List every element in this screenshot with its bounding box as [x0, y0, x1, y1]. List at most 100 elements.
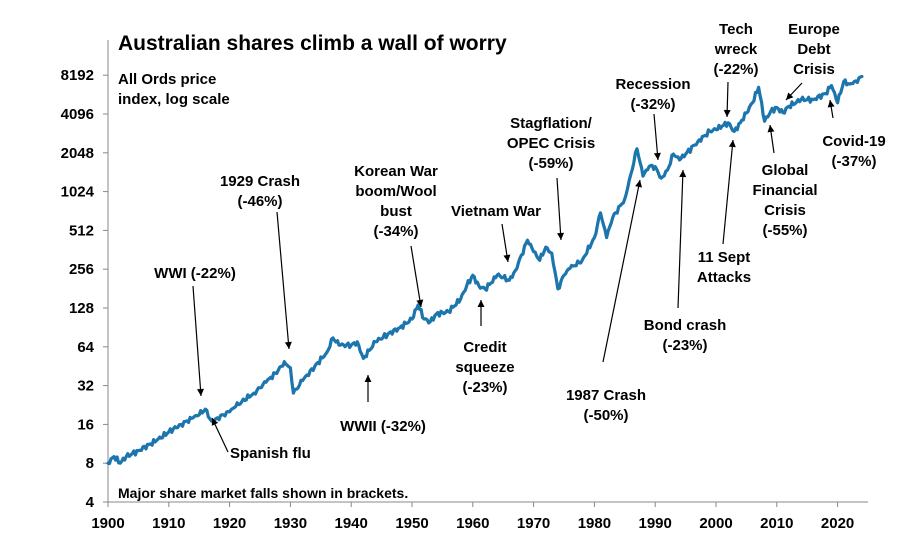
- chart-subtitle-line-1: All Ords price: [118, 71, 216, 88]
- annotation-arrow: [653, 113, 659, 161]
- annotation-arrowhead: [503, 254, 511, 262]
- annotation-label: Spanish flu: [230, 445, 311, 462]
- annotation-arrow: [192, 285, 202, 397]
- annotation-label: Vietnam War: [451, 203, 541, 220]
- y-tick-label: 16: [77, 416, 94, 433]
- y-tick-label: 2048: [61, 145, 94, 162]
- annotation-label: Korean War boom/Wool bust (-34%): [354, 163, 438, 240]
- tick-labels: 4 8 16 32 64 128 256 512 1024 2048 4096 8192 1900 191…: [61, 67, 855, 532]
- annotation-label-line: (-23%): [662, 337, 707, 354]
- annotation: Covid-19 (-37%): [822, 99, 886, 170]
- annotation-label-line: Covid-19: [822, 133, 885, 150]
- annotation-label-line: Crisis: [793, 61, 835, 78]
- annotation-label-line: Tech: [719, 21, 753, 38]
- annotation-arrow: [556, 177, 562, 241]
- annotation-label-line: (-23%): [462, 379, 507, 396]
- series-line: [106, 74, 864, 466]
- x-tick-label: 1970: [517, 515, 550, 532]
- annotation: Stagflation/OPEC Crisis (-59%): [507, 115, 595, 241]
- annotation-arrowhead: [653, 152, 661, 160]
- chart-subtitle-line-2: index, log scale: [118, 91, 230, 108]
- annotation-label-line: Vietnam War: [451, 203, 541, 220]
- annotation-arrow: [602, 179, 641, 363]
- y-tick-label: 256: [69, 261, 94, 278]
- x-tick-label: 1990: [639, 515, 672, 532]
- annotation-arrowhead: [679, 170, 687, 178]
- series: [106, 74, 864, 466]
- annotation: 1929 Crash (-46%): [220, 173, 300, 350]
- annotation-arrowhead: [211, 418, 219, 426]
- annotation: Bond crash (-23%): [644, 169, 727, 354]
- annotation: Europe Debt Crisis: [785, 21, 840, 101]
- x-tick-label: 1960: [456, 515, 489, 532]
- x-tick-label: 2020: [821, 515, 854, 532]
- annotation-label: Recession (-32%): [615, 76, 690, 113]
- y-tick-label: 64: [77, 339, 94, 356]
- annotation: 11 Sept Attacks: [697, 139, 751, 286]
- x-tick-label: 1980: [578, 515, 611, 532]
- annotation-arrowhead: [416, 299, 424, 307]
- annotation-label-line: Europe: [788, 21, 840, 38]
- annotation-label-line: OPEC Crisis: [507, 135, 595, 152]
- annotation-label-line: Crisis: [764, 202, 806, 219]
- headings: Australian shares climb a wall of worry …: [118, 32, 507, 501]
- y-tick-label: 8192: [61, 67, 94, 84]
- annotation: Vietnam War: [451, 203, 541, 263]
- y-tick-label: 4096: [61, 106, 94, 123]
- annotation-label-line: Spanish flu: [230, 445, 311, 462]
- annotation-label-line: squeeze: [455, 359, 514, 376]
- annotation-arrowhead: [284, 341, 292, 349]
- annotation-arrow: [276, 211, 290, 350]
- annotation-arrowhead: [723, 109, 731, 117]
- annotation-label-line: Debt: [797, 41, 830, 58]
- annotation-label-line: (-46%): [237, 193, 282, 210]
- annotation-label: 1929 Crash (-46%): [220, 173, 300, 210]
- y-tick-label: 8: [86, 455, 94, 472]
- x-tick-label: 2000: [699, 515, 732, 532]
- annotation-label: 1987 Crash (-50%): [566, 387, 646, 424]
- x-tick-label: 1910: [152, 515, 185, 532]
- annotation-label-line: 1987 Crash: [566, 387, 646, 404]
- annotation-label-line: (-32%): [630, 96, 675, 113]
- y-tick-label: 32: [77, 378, 94, 395]
- annotations: WWI (-22%) Spanish flu 1929 Crash (-46%) WWI…: [154, 21, 886, 462]
- annotation-arrowhead: [197, 388, 204, 396]
- annotation-label-line: Attacks: [697, 269, 751, 286]
- annotation-arrow: [722, 139, 734, 245]
- x-tick-label: 1900: [91, 515, 124, 532]
- annotation: Global Financial Crisis (-55%): [752, 124, 818, 239]
- x-tick-label: 1940: [335, 515, 368, 532]
- y-tick-label: 4: [86, 494, 95, 511]
- annotation: Spanish flu: [211, 417, 311, 462]
- annotation-arrowhead: [635, 180, 643, 188]
- annotation-label-line: wreck: [714, 41, 758, 58]
- annotation-label-line: Stagflation/: [510, 115, 592, 132]
- chart-title: Australian shares climb a wall of worry: [118, 32, 507, 55]
- annotation: Tech wreck (-22%): [713, 21, 759, 118]
- annotation-label-line: Bond crash: [644, 317, 727, 334]
- annotation-label-line: Credit: [463, 339, 506, 356]
- annotation-label: Global Financial Crisis (-55%): [752, 162, 817, 239]
- x-tick-label: 1930: [274, 515, 307, 532]
- annotation-label: 11 Sept Attacks: [697, 249, 751, 286]
- annotation-label-line: (-50%): [583, 407, 628, 424]
- annotation: WWI (-22%): [154, 265, 236, 397]
- annotation: WWII (-32%): [340, 375, 426, 435]
- annotation-label-line: Global: [762, 162, 809, 179]
- annotation: Recession (-32%): [615, 76, 691, 161]
- annotation-label: Tech wreck (-22%): [713, 21, 758, 78]
- y-tick-label: 512: [69, 222, 94, 239]
- annotation-label-line: bust: [380, 203, 412, 220]
- annotation-label: Stagflation/OPEC Crisis (-59%): [507, 115, 595, 172]
- annotation-arrow: [677, 169, 684, 309]
- annotation-label-line: (-55%): [762, 222, 807, 239]
- annotation-label: Europe Debt Crisis: [788, 21, 840, 78]
- annotation-arrowhead: [827, 100, 835, 108]
- annotation-label-line: (-59%): [528, 155, 573, 172]
- x-tick-label: 1920: [213, 515, 246, 532]
- annotation-label-line: boom/Wool: [355, 183, 436, 200]
- y-tick-label: 1024: [61, 184, 95, 201]
- annotation: Credit squeeze (-23%): [455, 300, 515, 396]
- annotation-arrowhead: [364, 375, 372, 382]
